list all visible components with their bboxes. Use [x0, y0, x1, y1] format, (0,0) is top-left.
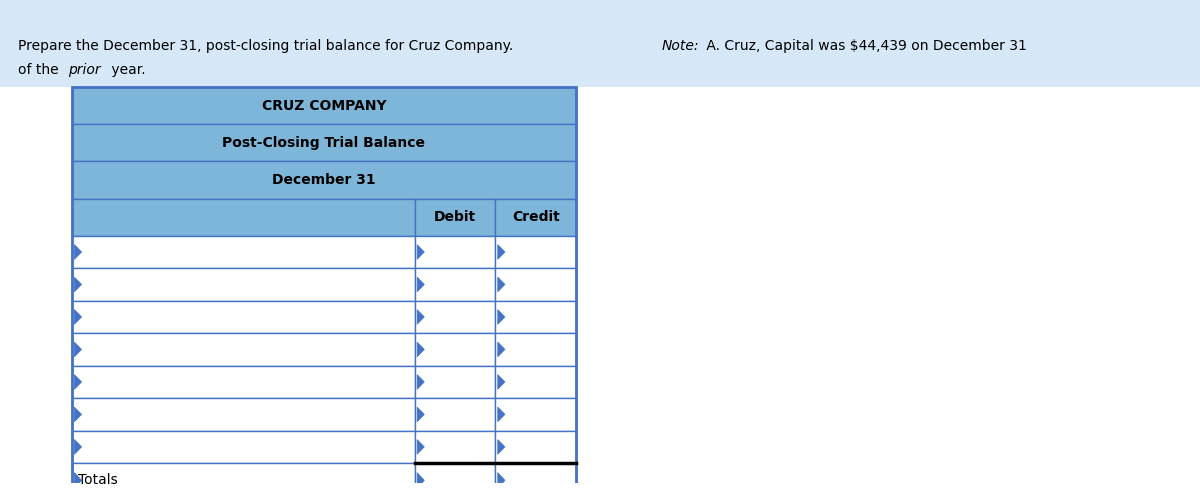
Bar — [496, 398, 576, 430]
Bar — [72, 463, 415, 488]
Bar — [72, 333, 415, 366]
Text: Prepare the December 31, post-closing trial balance for Cruz Company.: Prepare the December 31, post-closing tr… — [18, 39, 517, 53]
Text: prior: prior — [68, 63, 101, 77]
Polygon shape — [418, 375, 425, 389]
Bar — [415, 430, 496, 463]
Text: Note:: Note: — [661, 39, 698, 53]
Polygon shape — [418, 407, 425, 422]
Polygon shape — [498, 244, 505, 259]
Bar — [496, 463, 576, 488]
Polygon shape — [74, 309, 82, 324]
Bar — [72, 124, 576, 162]
Polygon shape — [74, 244, 82, 259]
Polygon shape — [498, 342, 505, 357]
Bar — [72, 87, 576, 488]
Polygon shape — [498, 309, 505, 324]
Bar — [72, 236, 415, 268]
Bar — [72, 87, 576, 124]
Bar — [415, 463, 496, 488]
Text: of the: of the — [18, 63, 64, 77]
Polygon shape — [498, 375, 505, 389]
Polygon shape — [74, 407, 82, 422]
Bar — [72, 398, 415, 430]
Text: Debit: Debit — [434, 210, 476, 224]
Bar — [415, 398, 496, 430]
Text: A. Cruz, Capital was $44,439 on December 31: A. Cruz, Capital was $44,439 on December… — [702, 39, 1027, 53]
Bar — [72, 199, 415, 236]
Polygon shape — [498, 407, 505, 422]
Bar — [72, 430, 415, 463]
Bar — [415, 236, 496, 268]
Polygon shape — [74, 472, 82, 488]
Bar — [0, 0, 1200, 87]
Bar — [415, 366, 496, 398]
Text: Totals: Totals — [78, 473, 118, 488]
Polygon shape — [74, 277, 82, 292]
Polygon shape — [74, 440, 82, 454]
Bar — [72, 366, 415, 398]
Text: year.: year. — [107, 63, 145, 77]
Polygon shape — [498, 440, 505, 454]
Polygon shape — [418, 472, 425, 488]
Bar — [496, 430, 576, 463]
Bar — [496, 366, 576, 398]
Polygon shape — [74, 342, 82, 357]
Bar — [496, 268, 576, 301]
Polygon shape — [418, 342, 425, 357]
Bar — [72, 301, 415, 333]
Bar — [415, 301, 496, 333]
Polygon shape — [498, 277, 505, 292]
Bar — [72, 162, 576, 199]
Polygon shape — [418, 309, 425, 324]
Bar — [496, 236, 576, 268]
Polygon shape — [418, 277, 425, 292]
Bar — [72, 268, 415, 301]
Text: December 31: December 31 — [272, 173, 376, 187]
Bar — [496, 301, 576, 333]
Bar — [496, 199, 576, 236]
Bar — [415, 199, 496, 236]
Polygon shape — [418, 440, 425, 454]
Text: CRUZ COMPANY: CRUZ COMPANY — [262, 99, 386, 113]
Polygon shape — [74, 375, 82, 389]
Bar — [415, 268, 496, 301]
Polygon shape — [418, 244, 425, 259]
Bar — [415, 333, 496, 366]
Polygon shape — [498, 472, 505, 488]
Text: Post-Closing Trial Balance: Post-Closing Trial Balance — [222, 136, 426, 150]
Text: Credit: Credit — [512, 210, 559, 224]
Bar — [496, 333, 576, 366]
